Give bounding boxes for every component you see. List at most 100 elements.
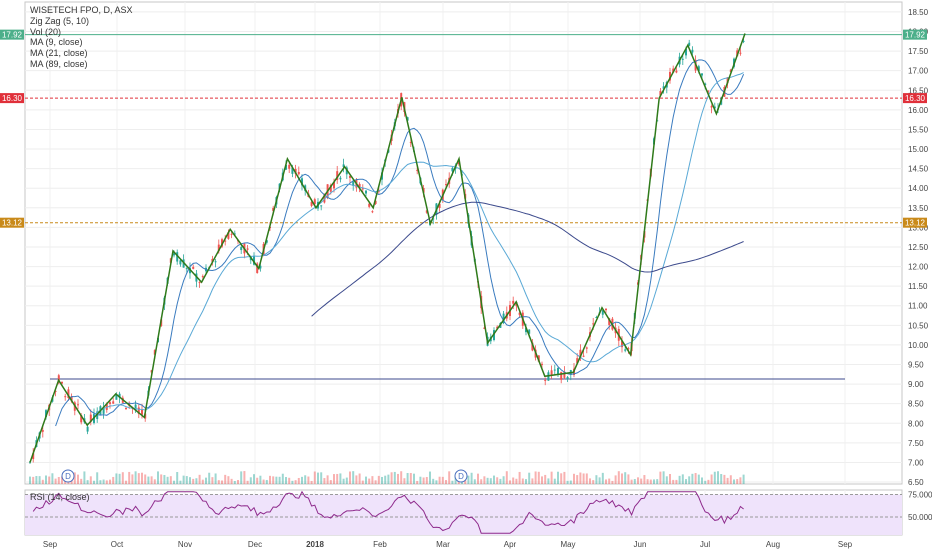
legend-ma9[interactable]: MA (9, close)	[30, 37, 83, 48]
volume-bar	[83, 471, 86, 484]
volume-bar	[691, 473, 694, 484]
legend-zigzag[interactable]: Zig Zag (5, 10)	[30, 15, 90, 26]
volume-bar	[489, 478, 492, 484]
volume-bar	[57, 476, 60, 484]
ma89-line	[311, 201, 744, 317]
volume-bar	[201, 479, 204, 484]
candle-body	[333, 181, 335, 189]
candle-body	[425, 210, 428, 213]
candle-body	[406, 117, 409, 121]
candle-body	[185, 268, 188, 270]
candle-body	[115, 394, 118, 400]
price-tick-label: 15.00	[908, 145, 929, 154]
volume-bar	[713, 471, 716, 484]
volume-bar	[214, 473, 217, 484]
volume-bar	[333, 474, 335, 484]
price-tick-label: 13.00	[908, 223, 929, 232]
candle-body	[451, 167, 454, 172]
volume-bar	[717, 471, 719, 484]
volume-bar	[166, 476, 169, 484]
candle-body	[246, 248, 249, 250]
volume-bar	[595, 475, 598, 484]
candle-body	[528, 329, 531, 334]
candle-body	[41, 430, 44, 432]
candle-body	[701, 73, 703, 76]
candle-body	[457, 162, 460, 165]
volume-bars	[29, 471, 745, 484]
dividend-marker-label: D	[65, 472, 71, 481]
volume-bar	[281, 473, 284, 484]
volume-bar	[297, 477, 300, 484]
candle-body	[374, 200, 377, 204]
candle-body	[201, 276, 204, 278]
volume-bar	[653, 479, 655, 484]
candle-body	[233, 233, 236, 235]
candle-body	[259, 265, 262, 269]
volume-bar	[649, 479, 652, 484]
candle-body	[272, 207, 275, 211]
candle-body	[320, 205, 323, 207]
candle-body	[592, 323, 595, 325]
candle-body	[265, 240, 268, 243]
volume-bar	[80, 478, 83, 484]
badge-right-label: 16.30	[905, 94, 926, 103]
price-tick-label: 13.50	[908, 204, 929, 213]
candle-body	[70, 396, 73, 402]
volume-bar	[355, 475, 358, 484]
volume-bar	[528, 472, 531, 484]
volume-bar	[336, 473, 339, 484]
volume-bar	[707, 479, 710, 484]
volume-bar	[269, 475, 271, 484]
volume-bar	[45, 475, 47, 484]
candle-body	[409, 142, 412, 144]
volume-bar	[419, 476, 422, 484]
legend-symbol[interactable]: WISETECH FPO, D, ASX	[30, 5, 133, 15]
volume-bar	[195, 478, 198, 484]
candle-body	[688, 42, 691, 46]
volume-bar	[182, 475, 185, 484]
rsi-legend[interactable]: RSI (14, close)	[30, 492, 90, 502]
volume-bar	[89, 476, 92, 484]
volume-bar	[109, 479, 111, 484]
volume-bar	[368, 478, 371, 484]
volume-bar	[589, 478, 591, 484]
volume-bar	[211, 477, 214, 484]
volume-bar	[611, 480, 614, 484]
rsi-band	[25, 494, 902, 535]
time-axis-label: Dec	[248, 540, 262, 549]
candle-body	[214, 261, 217, 263]
volume-bar	[637, 477, 639, 484]
volume-bar	[304, 475, 307, 484]
legend-ma89[interactable]: MA (89, close)	[30, 58, 88, 69]
legend-volume[interactable]: Vol (20)	[30, 26, 62, 37]
volume-bar	[294, 480, 297, 484]
candle-body	[659, 91, 662, 96]
volume-bar	[342, 478, 345, 484]
volume-bar	[598, 477, 601, 484]
volume-bar	[627, 474, 630, 484]
volume-bar	[694, 473, 697, 484]
candle-body	[371, 211, 374, 213]
candle-body	[710, 106, 713, 108]
candle-body	[518, 312, 521, 315]
volume-bar	[317, 472, 319, 484]
candle-body	[57, 375, 60, 381]
volume-bar	[102, 479, 105, 484]
candle-body	[729, 69, 732, 73]
legend-ma21[interactable]: MA (21, close)	[30, 48, 88, 59]
volume-bar	[243, 471, 246, 484]
candle-body	[323, 193, 326, 203]
rsi-tick-label: 75.0000	[908, 491, 932, 500]
candle-body	[627, 348, 630, 350]
candle-body	[227, 232, 230, 239]
volume-bar	[192, 478, 195, 484]
candle-body	[176, 252, 179, 262]
rsi-line	[32, 490, 744, 534]
volume-bar	[601, 472, 604, 484]
volume-bar	[605, 479, 607, 484]
volume-bar	[249, 477, 252, 484]
candle-body	[342, 164, 345, 167]
badge-right	[903, 93, 927, 104]
